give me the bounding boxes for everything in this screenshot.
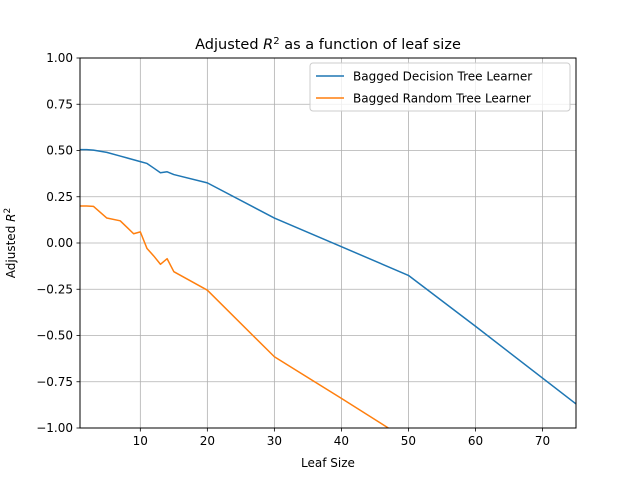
y-tick-label: −0.25 <box>36 282 73 296</box>
x-tick-label: 50 <box>401 434 416 448</box>
x-tick-label: 40 <box>334 434 349 448</box>
y-axis-label: Adjusted R2 <box>3 208 18 278</box>
series-line-random-tree <box>80 205 389 428</box>
axis-ticks: 10 20 30 40 50 60 70 −1.00 −0.75 −0.50 −0.25 0.00 0.… <box>36 51 550 448</box>
y-tick-label: −0.50 <box>36 329 73 343</box>
y-tick-label: 0.25 <box>46 190 73 204</box>
y-tick-label: 1.00 <box>46 51 73 65</box>
x-tick-label: 30 <box>267 434 282 448</box>
y-tick-label: 0.75 <box>46 97 73 111</box>
legend: Bagged Decision Tree Learner Bagged Rand… <box>309 62 571 112</box>
y-tick-label: 0.00 <box>46 236 73 250</box>
legend-box <box>309 62 571 112</box>
y-tick-label: −0.75 <box>36 375 73 389</box>
chart-title: Adjusted R2 as a function of leaf size <box>195 36 461 54</box>
legend-label-decision-tree: Bagged Decision Tree Learner <box>353 70 532 84</box>
x-tick-label: 70 <box>535 434 550 448</box>
x-axis-label: Leaf Size <box>301 456 355 470</box>
series-line-decision-tree <box>80 148 576 405</box>
y-tick-label: −1.00 <box>36 421 73 435</box>
legend-label-random-tree: Bagged Random Tree Learner <box>353 92 531 106</box>
x-tick-label: 10 <box>133 434 148 448</box>
series-lines <box>80 148 576 428</box>
x-tick-label: 60 <box>468 434 483 448</box>
x-tick-label: 20 <box>200 434 215 448</box>
y-tick-label: 0.50 <box>46 144 73 158</box>
